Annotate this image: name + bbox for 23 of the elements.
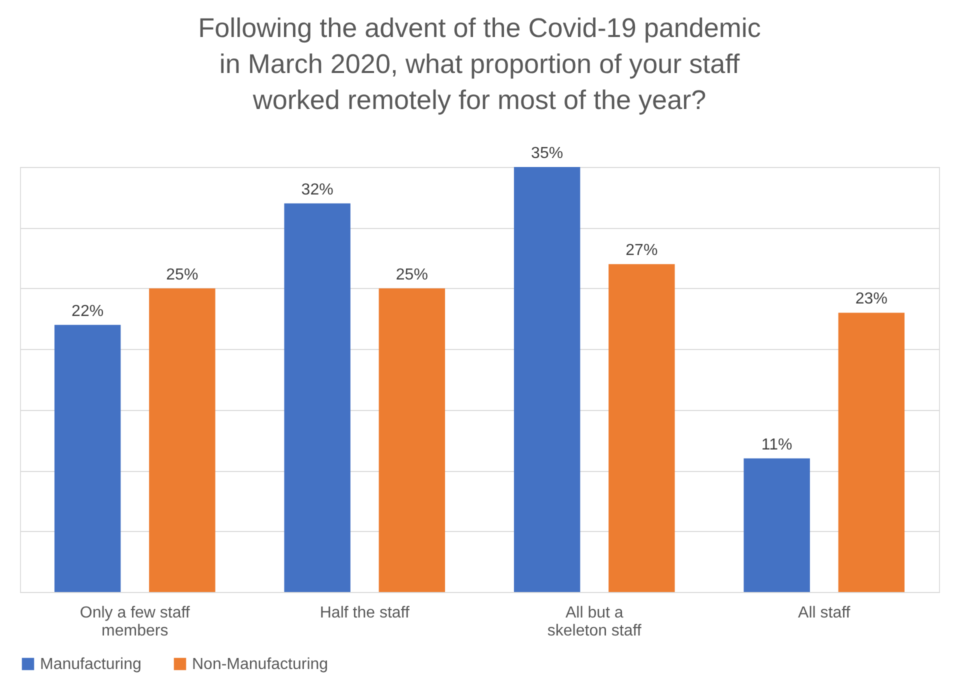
legend-label: Non-Manufacturing: [192, 656, 328, 673]
x-tick-label: Only a few staff members: [80, 604, 190, 640]
data-label: 11%: [761, 436, 792, 454]
bar: [608, 264, 675, 592]
bar: [378, 288, 446, 592]
chart-title: Following the advent of the Covid-19 pandemic in March 2020, what proportion of your staff worked remotely for most of the year?: [198, 13, 761, 115]
data-label: 27%: [626, 242, 658, 260]
data-label: 32%: [301, 181, 334, 198]
x-tick-label: Half the staff: [320, 604, 410, 622]
bar: [149, 288, 216, 592]
data-label: 25%: [396, 266, 428, 284]
bar: [284, 203, 350, 592]
data-label: 22%: [72, 302, 104, 320]
data-label: 35%: [531, 145, 564, 162]
x-tick-label: All but a skeleton staff: [547, 604, 642, 640]
legend-label: Manufacturing: [40, 656, 142, 673]
bar: [54, 324, 121, 592]
x-tick-label: All staff: [798, 604, 851, 622]
data-label: 23%: [855, 290, 888, 308]
bar: [838, 312, 905, 592]
data-label: 25%: [166, 266, 198, 284]
bar: [514, 167, 580, 592]
bar: [744, 458, 810, 592]
